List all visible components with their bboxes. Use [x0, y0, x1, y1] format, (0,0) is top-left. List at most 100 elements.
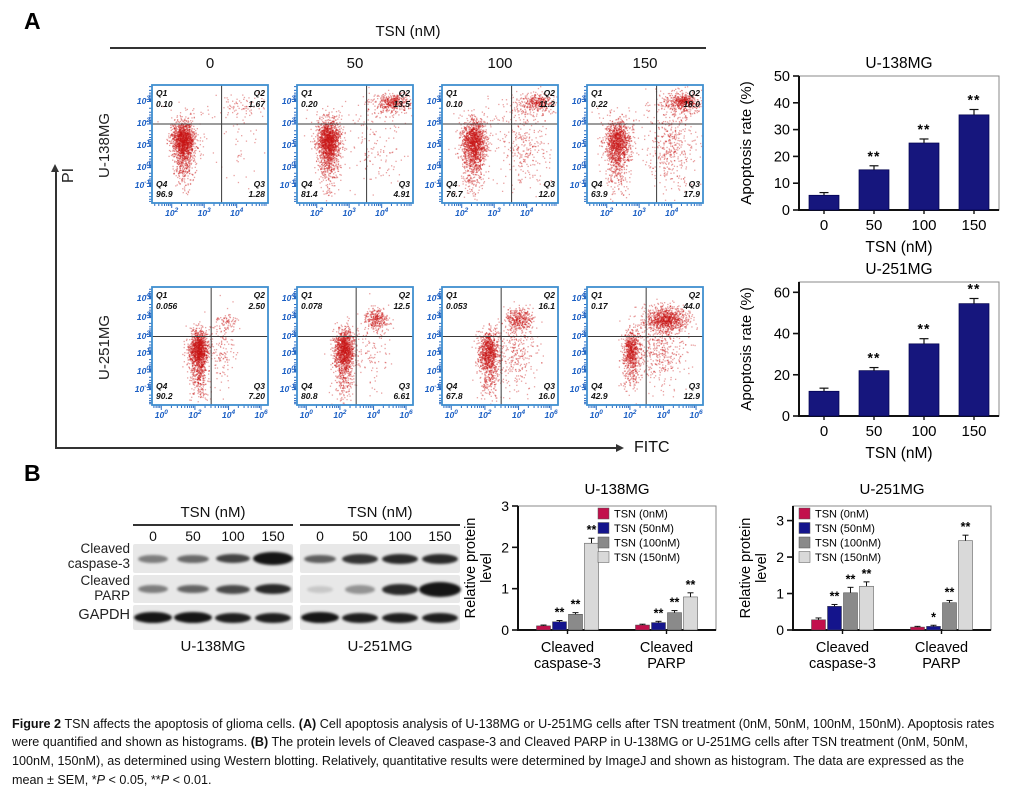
y-tick-label: 103 — [281, 310, 295, 322]
caption-segment: P — [96, 773, 106, 787]
significance-marker: ** — [571, 598, 581, 612]
y-tick-label: 20 — [774, 368, 790, 384]
bar — [568, 614, 583, 631]
y-tick-label: 103 — [571, 94, 585, 106]
y-tick-label: 100 — [571, 364, 585, 376]
blot-dose-label: 100 — [388, 528, 412, 544]
blot-dose-label: 50 — [352, 528, 368, 544]
x-tick-label: 104 — [230, 207, 244, 218]
y-axis-label-line2: level — [479, 553, 495, 583]
y-tick-label: 104 — [281, 291, 295, 303]
quadrant-label-q4: Q4 67.8 — [446, 380, 463, 402]
y-tick-label: 60 — [774, 285, 790, 301]
group-label: Cleaved — [915, 640, 968, 656]
x-tick-label: 102 — [165, 207, 179, 218]
panel-a-label: A — [24, 8, 41, 34]
legend-swatch — [597, 536, 610, 549]
caption-segment: TSN affects the apoptosis of glioma cell… — [64, 716, 299, 731]
legend-label: TSN (0nM) — [815, 509, 869, 521]
quadrant-label-q1: Q1 0.10 — [156, 88, 173, 109]
x-tick-label: 100 — [444, 409, 458, 420]
protein-band — [422, 553, 458, 564]
protein-band — [304, 554, 336, 563]
flow-plot: 103 102 101 100 10-1 102 103 104 Q1 0.20 Q2 13.5 Q3 4… — [262, 79, 422, 231]
protein-band — [177, 554, 209, 563]
blot1-cellline-label: U-138MG — [180, 638, 246, 655]
quadrant-label-q1: Q1 0.056 — [156, 290, 178, 311]
quadrant-label-q3: Q3 4.91 — [393, 178, 410, 200]
significance-marker: ** — [654, 606, 664, 620]
flow-scatter-canvas — [143, 285, 273, 425]
bar — [910, 626, 925, 631]
western-blot-block: 0 50 100 150 0 50 100 150 Cleaved caspase-3 Cleave… — [0, 460, 520, 680]
bar — [536, 625, 551, 631]
significance-marker: ** — [945, 585, 955, 599]
quadrant-label-q3: Q3 16.0 — [538, 380, 555, 402]
legend-label: TSN (0nM) — [614, 509, 668, 521]
blot-dose-label: 150 — [261, 528, 285, 544]
significance-marker: ** — [555, 605, 565, 619]
quadrant-label-q3: Q3 1.28 — [248, 178, 265, 200]
y-tick-label: 102 — [571, 329, 585, 341]
bar — [958, 114, 990, 211]
y-tick-label: 30 — [774, 123, 790, 139]
blot-row-label: GAPDH — [30, 607, 130, 624]
protein-band — [174, 612, 212, 623]
bar — [858, 169, 890, 211]
protein-band — [255, 584, 291, 594]
blot-row-label-line: PARP — [94, 587, 130, 603]
y-tick-label: 103 — [136, 94, 150, 106]
blot-dose-label: 50 — [185, 528, 201, 544]
apoptosis-chart-u138mg: U-138MG 0 10 20 30 40 50 0 ** 50 ** 100 ** 150 TSN (nM… — [738, 55, 1000, 256]
x-tick-label: 150 — [961, 217, 986, 234]
x-tick-label: 104 — [222, 409, 236, 420]
y-tick-label: 10-1 — [134, 382, 150, 394]
x-tick-label: 106 — [254, 409, 268, 420]
y-tick-label: 100 — [136, 160, 150, 172]
y-tick-label: 101 — [136, 347, 150, 359]
x-tick-label: 104 — [375, 207, 389, 218]
quadrant-label-q4: Q4 42.9 — [591, 380, 608, 402]
fitc-axis-line — [55, 447, 618, 449]
quadrant-label-q2: Q2 11.2 — [539, 88, 555, 109]
x-tick-label: 102 — [600, 207, 614, 218]
dose-label-50: 50 — [346, 55, 364, 72]
significance-marker: ** — [670, 596, 680, 610]
x-axis-label: TSN (nM) — [865, 239, 932, 256]
y-tick-label: 100 — [426, 364, 440, 376]
protein-band — [382, 583, 418, 595]
chart-title: U-138MG — [865, 55, 932, 72]
legend-label: TSN (100nM) — [815, 538, 881, 550]
x-tick-label: 106 — [544, 409, 558, 420]
quadrant-label-q4: Q4 81.4 — [301, 178, 318, 200]
fitc-axis-label: FITC — [634, 439, 670, 456]
legend-swatch — [597, 551, 610, 563]
chart-title: U-138MG — [584, 481, 649, 498]
significance-marker: ** — [918, 321, 931, 337]
y-tick-label: 101 — [571, 139, 585, 151]
significance-marker: ** — [968, 92, 981, 108]
y-tick-label: 102 — [426, 329, 440, 341]
group-label: Cleaved — [541, 640, 594, 656]
group-label: caspase-3 — [809, 656, 876, 672]
y-tick-label: 102 — [136, 329, 150, 341]
blot-dose-label: 100 — [221, 528, 245, 544]
blot-dose-label: 0 — [316, 528, 324, 544]
quadrant-label-q2: Q2 12.5 — [393, 290, 410, 311]
flow-scatter-canvas — [578, 83, 708, 223]
bar — [908, 343, 940, 417]
x-tick-label: 106 — [399, 409, 413, 420]
y-tick-label: 0 — [782, 409, 790, 425]
bar — [808, 194, 840, 211]
quadrant-label-q1: Q1 0.053 — [446, 290, 468, 311]
caption-segment: The protein levels of Cleaved caspase-3 … — [12, 735, 968, 787]
y-tick-label: 101 — [136, 139, 150, 151]
y-axis-label-line1: Relative protein — [463, 518, 479, 619]
quadrant-label-q2: Q2 16.1 — [538, 290, 555, 311]
flow-cytometry-grid: 103 102 101 100 10-1 102 103 104 Q1 0.10 Q2 1.67 Q3 1… — [134, 79, 708, 425]
x-axis-label: TSN (nM) — [865, 445, 932, 462]
x-tick-label: 50 — [866, 217, 883, 234]
legend-label: TSN (150nM) — [815, 552, 881, 564]
quadrant-label-q2: Q2 1.67 — [248, 88, 265, 109]
quadrant-label-q4: Q4 80.8 — [301, 380, 318, 402]
